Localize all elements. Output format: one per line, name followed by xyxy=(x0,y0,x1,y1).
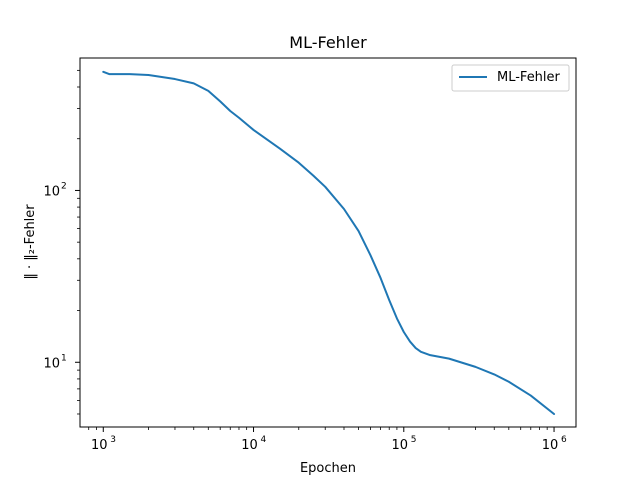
legend-box xyxy=(451,64,570,92)
y-axis-label: ‖ · ‖₂-Fehler xyxy=(23,204,38,280)
x-tick-exponent: 3 xyxy=(110,435,116,445)
x-tick-label: 10 xyxy=(91,438,108,453)
y-tick-exponent: 1 xyxy=(61,353,67,363)
plot-area xyxy=(102,70,556,415)
x-tick-label: 10 xyxy=(542,438,559,453)
x-tick-exponent: 5 xyxy=(411,435,417,445)
y-tick-exponent: 2 xyxy=(61,181,67,191)
y-tick-label: 10 xyxy=(43,184,60,199)
chart-title: ML-Fehler xyxy=(289,33,367,52)
series-line-0 xyxy=(102,70,556,415)
y-tick-label: 10 xyxy=(43,356,60,371)
x-tick-exponent: 4 xyxy=(261,435,267,445)
x-tick-label: 10 xyxy=(392,438,409,453)
legend-label: ML-Fehler xyxy=(497,70,561,85)
legend: ML-Fehler xyxy=(451,64,570,92)
x-axis-label: Epochen xyxy=(300,461,356,476)
x-tick-label: 10 xyxy=(241,438,258,453)
x-axis: 10 3 10 4 10 5 10 6 xyxy=(88,427,567,453)
x-tick-exponent: 6 xyxy=(561,435,567,445)
